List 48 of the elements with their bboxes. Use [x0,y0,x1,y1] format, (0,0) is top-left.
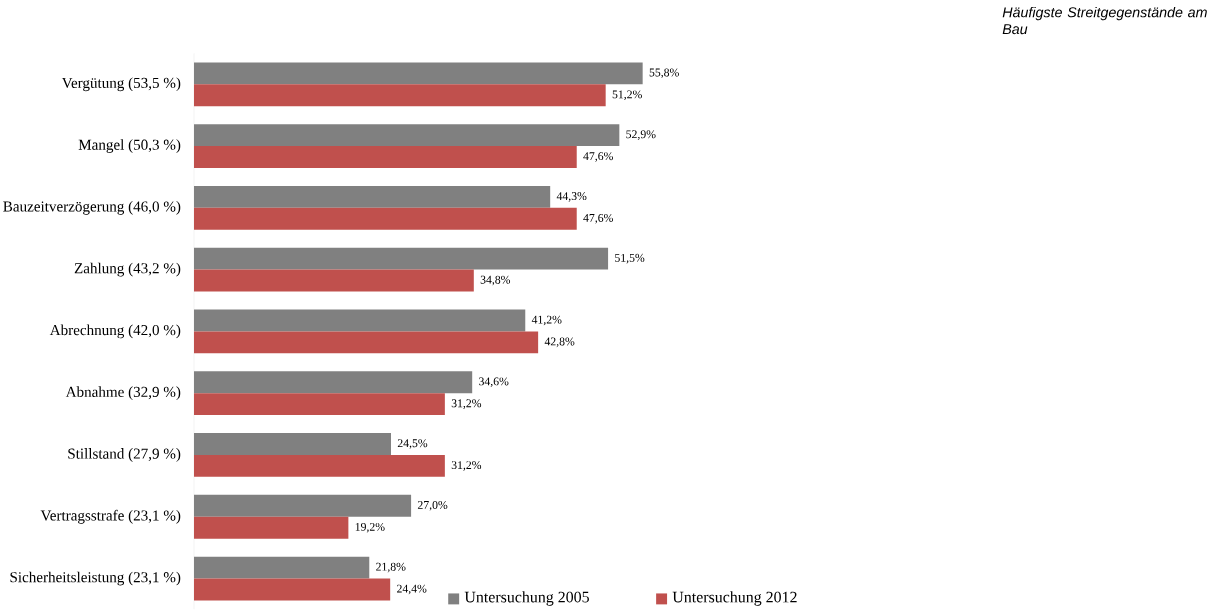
bar [194,393,445,416]
data-label: 34,8% [480,275,511,286]
data-label: 31,2% [451,461,482,471]
bar [194,556,370,579]
bar [194,247,609,270]
bar [194,269,474,292]
bar [194,331,539,354]
data-label: 21,8% [376,562,406,573]
bar [194,309,526,332]
y-tick-label: Abrechnung (42,0 %) [49,324,181,339]
data-label: 41,2% [531,315,562,326]
bar [194,516,349,539]
data-label: 47,6% [583,214,613,224]
bar [194,578,391,601]
data-label: 31,2% [451,399,482,410]
legend-label: Untersuchung 2005 [464,591,589,606]
bar [194,455,445,478]
bar [194,186,551,209]
y-tick-label: Abnahme (32,9 %) [65,386,181,401]
y-tick-label: Vertragsstrafe (23,1 %) [40,510,181,524]
data-label: 24,4% [397,584,427,595]
bar [194,208,577,230]
legend-label: Untersuchung 2012 [672,591,797,606]
bar [194,495,412,517]
bar [194,124,620,147]
y-tick-label: Zahlung (43,2 %) [74,262,181,277]
bar [194,371,473,394]
bar [194,62,643,85]
data-label: 44,3% [556,192,587,202]
data-label: 51,2% [612,90,642,101]
data-label: 19,2% [355,523,385,533]
data-label: 47,6% [583,152,613,162]
data-label: 42,8% [544,337,575,348]
data-label: 34,6% [479,377,509,388]
data-label: 27,0% [417,501,448,511]
bar [194,146,577,169]
y-tick-label: Vergütung (53,5 %) [61,77,181,92]
bar [194,84,606,107]
data-label: 24,5% [397,439,428,450]
data-label: 55,8% [649,68,679,79]
text: Häufigste Streitgegenstände am Bau [1002,7,1207,35]
y-tick-label: Bauzeitverzögerung (46,0 %) [3,201,181,215]
y-tick-label: Mangel (50,3 %) [78,139,181,154]
y-tick-label: Sicherheitsleistung (23,1 %) [10,571,181,586]
data-label: 51,5% [615,254,645,264]
data-label: 52,9% [626,130,656,141]
bar [194,433,391,456]
y-tick-label: Stillstand (27,9 %) [68,448,181,463]
